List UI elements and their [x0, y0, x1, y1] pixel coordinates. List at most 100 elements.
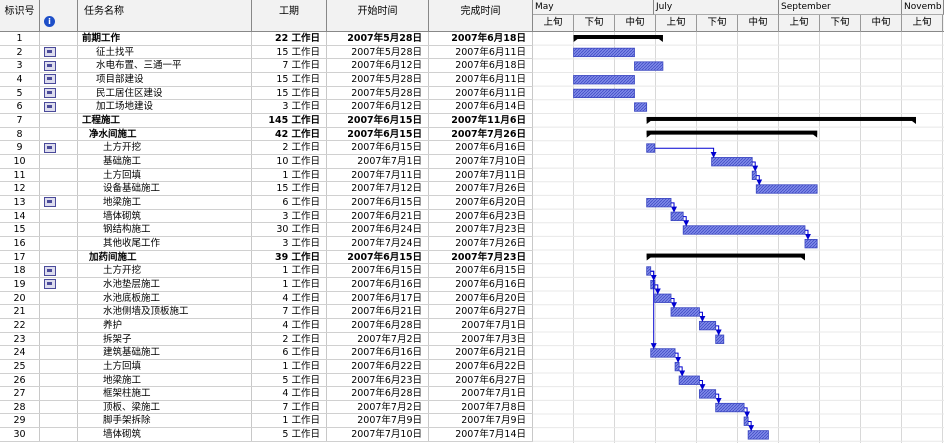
task-note-icon[interactable]	[44, 74, 56, 85]
dependency-link	[756, 175, 763, 186]
task-name: 钢结构施工	[78, 223, 252, 237]
table-row[interactable]: 27 框架柱施工 4 工作日 2007年6月28日 2007年7月1日	[0, 387, 533, 401]
task-finish: 2007年6月22日	[429, 359, 533, 373]
task-bar	[804, 238, 818, 249]
col-header-finish[interactable]: 完成时间	[429, 0, 533, 32]
table-row[interactable]: 6 加工场地建设 3 工作日 2007年6月12日 2007年6月14日	[0, 100, 533, 114]
summary-bar	[573, 35, 663, 39]
table-row[interactable]: 22 养护 4 工作日 2007年6月28日 2007年7月1日	[0, 318, 533, 333]
task-id: 7	[0, 113, 40, 127]
table-row[interactable]: 9 土方开挖 2 工作日 2007年6月15日 2007年6月16日	[0, 141, 533, 155]
table-row[interactable]: 15 钢结构施工 30 工作日 2007年6月24日 2007年7月23日	[0, 223, 533, 237]
task-bar	[646, 143, 656, 153]
indicator-cell	[40, 154, 78, 168]
task-bar	[634, 102, 648, 112]
task-finish: 2007年7月9日	[429, 414, 533, 428]
task-duration: 15 工作日	[252, 72, 327, 86]
table-row[interactable]: 20 水池底板施工 4 工作日 2007年6月17日 2007年6月20日	[0, 291, 533, 306]
col-header-indicators[interactable]: i	[40, 0, 78, 32]
task-name: 项目部建设	[78, 72, 252, 86]
task-start: 2007年6月28日	[327, 387, 429, 401]
table-row[interactable]: 7 工程施工 145 工作日 2007年6月15日 2007年11月6日	[0, 113, 533, 128]
table-row[interactable]: 21 水池侧墙及顶板施工 7 工作日 2007年6月21日 2007年6月27日	[0, 305, 533, 319]
task-finish: 2007年7月1日	[429, 387, 533, 401]
table-row[interactable]: 16 其他收尾工作 3 工作日 2007年7月24日 2007年7月26日	[0, 236, 533, 251]
table-row[interactable]: 4 项目部建设 15 工作日 2007年5月28日 2007年6月11日	[0, 72, 533, 87]
table-row[interactable]: 24 建筑基础施工 6 工作日 2007年6月16日 2007年6月21日	[0, 346, 533, 360]
timescale-period: 上旬	[533, 15, 574, 32]
task-name: 加工场地建设	[78, 100, 252, 114]
table-row[interactable]: 17 加药间施工 39 工作日 2007年6月15日 2007年7月23日	[0, 250, 533, 265]
task-note-icon[interactable]	[44, 47, 56, 58]
summary-bar-start-cap	[646, 130, 651, 138]
task-name: 净水间施工	[78, 127, 252, 141]
task-bar	[715, 334, 725, 344]
task-start: 2007年6月21日	[327, 305, 429, 319]
table-row[interactable]: 29 脚手架拆除 1 工作日 2007年7月9日 2007年7月9日	[0, 414, 533, 428]
task-bar	[654, 293, 672, 303]
task-finish: 2007年7月23日	[429, 223, 533, 237]
table-row[interactable]: 1 前期工作 22 工作日 2007年5月28日 2007年6月18日	[0, 32, 533, 46]
indicator-cell	[40, 291, 78, 305]
indicator-cell	[40, 428, 78, 442]
table-row[interactable]: 12 设备基础施工 15 工作日 2007年7月12日 2007年7月26日	[0, 182, 533, 196]
task-note-icon[interactable]	[44, 197, 56, 208]
table-row[interactable]: 10 基础施工 10 工作日 2007年7月1日 2007年7月10日	[0, 154, 533, 169]
task-duration: 4 工作日	[252, 387, 327, 401]
indicator-cell	[40, 127, 78, 141]
row-divider	[0, 58, 533, 60]
task-note-icon[interactable]	[44, 265, 56, 276]
row-divider	[0, 317, 533, 319]
table-row[interactable]: 11 土方回填 1 工作日 2007年7月11日 2007年7月11日	[0, 168, 533, 183]
task-finish: 2007年7月26日	[429, 182, 533, 196]
timescale-period: 中旬	[738, 15, 779, 32]
table-row[interactable]: 13 地梁施工 6 工作日 2007年6月15日 2007年6月20日	[0, 195, 533, 210]
dependency-link	[654, 147, 717, 158]
table-row[interactable]: 18 土方开挖 1 工作日 2007年6月15日 2007年6月15日	[0, 264, 533, 278]
row-divider	[0, 140, 533, 142]
table-row[interactable]: 8 净水间施工 42 工作日 2007年6月15日 2007年7月26日	[0, 127, 533, 142]
task-name: 墙体砌筑	[78, 428, 252, 442]
task-duration: 4 工作日	[252, 291, 327, 305]
task-duration: 1 工作日	[252, 264, 327, 278]
dependency-link	[715, 325, 722, 336]
dependency-link	[744, 407, 751, 418]
col-header-name[interactable]: 任务名称	[78, 0, 252, 32]
row-divider	[0, 153, 533, 155]
timescale-month: Novemb	[902, 0, 944, 15]
dependency-link	[699, 380, 706, 391]
table-row[interactable]: 26 地梁施工 5 工作日 2007年6月23日 2007年6月27日	[0, 373, 533, 388]
task-name: 地梁施工	[78, 195, 252, 209]
table-row[interactable]: 5 民工居住区建设 15 工作日 2007年5月28日 2007年6月11日	[0, 86, 533, 101]
col-header-id[interactable]: 标识号	[0, 0, 40, 32]
row-divider	[0, 372, 533, 374]
timescale-period: 中旬	[615, 15, 656, 32]
table-row[interactable]: 23 拆架子 2 工作日 2007年7月2日 2007年7月3日	[0, 332, 533, 347]
task-finish: 2007年7月3日	[429, 332, 533, 346]
table-row[interactable]: 14 墙体砌筑 3 工作日 2007年6月21日 2007年6月23日	[0, 209, 533, 224]
task-name: 水池侧墙及顶板施工	[78, 305, 252, 319]
task-name: 前期工作	[78, 32, 252, 45]
col-header-duration[interactable]: 工期	[252, 0, 327, 32]
col-header-start[interactable]: 开始时间	[327, 0, 429, 32]
table-row[interactable]: 25 土方回填 1 工作日 2007年6月22日 2007年6月22日	[0, 359, 533, 374]
task-duration: 3 工作日	[252, 236, 327, 250]
indicator-cell	[40, 209, 78, 223]
table-row[interactable]: 28 顶板、梁施工 7 工作日 2007年7月2日 2007年7月8日	[0, 400, 533, 415]
table-row[interactable]: 2 征土找平 15 工作日 2007年5月28日 2007年6月11日	[0, 45, 533, 60]
task-bar	[715, 402, 745, 413]
table-row[interactable]: 30 墙体砌筑 5 工作日 2007年7月10日 2007年7月14日	[0, 428, 533, 442]
task-note-icon[interactable]	[44, 60, 56, 71]
table-row[interactable]: 3 水电布置、三通一平 7 工作日 2007年6月12日 2007年6月18日	[0, 59, 533, 73]
task-start: 2007年6月15日	[327, 264, 429, 278]
task-note-icon[interactable]	[44, 88, 56, 99]
task-note-icon[interactable]	[44, 279, 56, 290]
task-duration: 15 工作日	[252, 182, 327, 196]
indicator-cell	[40, 86, 78, 100]
task-note-icon[interactable]	[44, 101, 56, 112]
task-id: 21	[0, 305, 40, 319]
table-row[interactable]: 19 水池垫层施工 1 工作日 2007年6月16日 2007年6月16日	[0, 277, 533, 292]
indicator-cell	[40, 113, 78, 127]
task-duration: 7 工作日	[252, 305, 327, 319]
task-note-icon[interactable]	[44, 142, 56, 153]
